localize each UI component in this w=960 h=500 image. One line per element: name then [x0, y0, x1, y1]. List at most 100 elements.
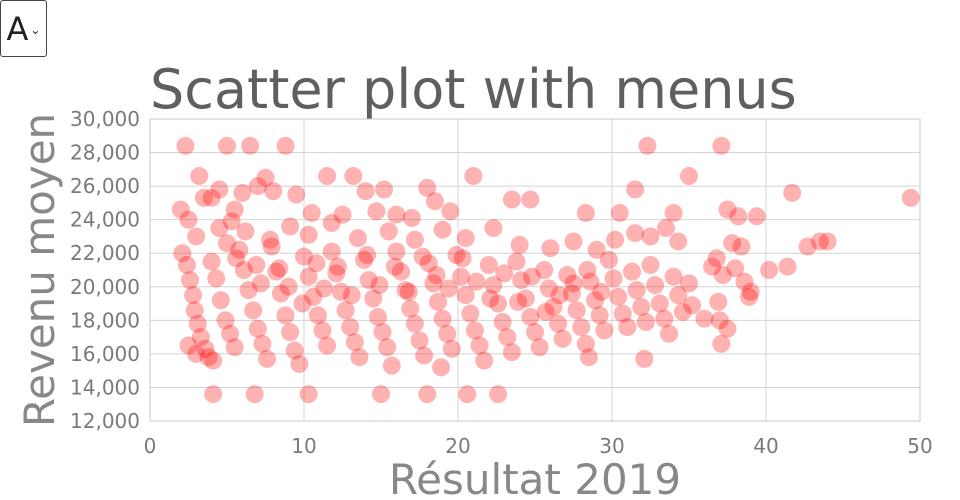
- data-point: [187, 344, 206, 363]
- data-point: [599, 250, 618, 269]
- data-point: [521, 190, 540, 209]
- data-point: [333, 205, 352, 224]
- x-tick-label: 10: [291, 434, 316, 458]
- data-point: [405, 314, 424, 333]
- data-point: [521, 307, 540, 326]
- y-axis-title: Revenu moyen: [15, 113, 64, 427]
- dropdown-menu[interactable]: A ⌄: [0, 0, 47, 57]
- data-point: [530, 338, 549, 357]
- data-point: [236, 222, 255, 241]
- data-point: [207, 269, 226, 288]
- data-point: [579, 348, 598, 367]
- data-point: [562, 284, 581, 303]
- data-point: [818, 232, 837, 251]
- data-point: [281, 217, 300, 236]
- data-point: [510, 235, 529, 254]
- data-point: [747, 207, 766, 226]
- data-point: [479, 255, 498, 274]
- data-point: [264, 182, 283, 201]
- data-point: [432, 358, 451, 377]
- data-point: [187, 227, 206, 246]
- data-point: [342, 286, 361, 305]
- data-point: [348, 229, 367, 248]
- data-point: [356, 182, 375, 201]
- data-point: [211, 291, 230, 310]
- data-point: [258, 349, 277, 368]
- data-point: [586, 291, 605, 310]
- data-point: [307, 254, 326, 273]
- data-point: [467, 272, 486, 291]
- data-point: [609, 287, 628, 306]
- data-point: [741, 282, 760, 301]
- data-point: [458, 385, 477, 404]
- data-point: [464, 167, 483, 186]
- x-tick-label: 0: [144, 434, 157, 458]
- data-point: [188, 314, 207, 333]
- data-point: [373, 323, 392, 342]
- data-point: [285, 341, 304, 360]
- data-point: [372, 385, 390, 404]
- data-point: [308, 306, 327, 325]
- x-tick-label: 40: [753, 434, 778, 458]
- data-point: [683, 296, 702, 315]
- data-point: [216, 311, 235, 330]
- data-point: [382, 356, 401, 375]
- data-point: [251, 274, 270, 293]
- data-point: [669, 232, 688, 251]
- data-point: [522, 267, 541, 286]
- data-point: [177, 255, 196, 274]
- data-point: [516, 289, 535, 308]
- data-point: [553, 329, 572, 348]
- data-point: [415, 346, 434, 365]
- data-point: [502, 190, 521, 209]
- data-point: [438, 324, 457, 343]
- data-point: [470, 336, 489, 355]
- data-point: [344, 167, 363, 186]
- x-axis-title: Résultat 2019: [389, 455, 681, 500]
- data-point: [664, 267, 683, 286]
- data-point: [456, 286, 475, 305]
- data-point: [567, 301, 586, 320]
- data-point: [502, 343, 521, 362]
- data-point: [659, 324, 678, 343]
- data-point: [336, 301, 355, 320]
- y-tick-label: 28,000: [70, 141, 140, 165]
- data-point: [281, 323, 300, 342]
- data-point: [424, 274, 443, 293]
- data-point: [713, 266, 732, 285]
- data-point: [279, 277, 298, 296]
- data-point: [673, 302, 692, 321]
- dropdown-selected-value: A: [6, 9, 29, 48]
- data-point: [433, 309, 452, 328]
- data-point: [299, 225, 318, 244]
- data-point: [627, 281, 646, 300]
- data-point: [218, 234, 236, 253]
- data-point: [245, 385, 264, 404]
- data-point: [636, 313, 655, 332]
- data-point: [199, 348, 218, 367]
- data-point: [632, 297, 651, 316]
- data-point: [341, 318, 360, 337]
- data-point: [318, 336, 337, 355]
- data-point: [191, 328, 210, 347]
- data-point: [204, 385, 223, 404]
- data-point: [587, 240, 606, 259]
- data-point: [541, 239, 560, 258]
- data-point: [418, 178, 437, 197]
- data-point: [732, 237, 751, 256]
- data-point: [481, 289, 500, 308]
- data-point: [327, 264, 346, 283]
- plot-area-border: [149, 118, 921, 422]
- data-point: [253, 334, 272, 353]
- data-point: [452, 267, 471, 286]
- data-point: [185, 301, 204, 320]
- data-point: [578, 261, 597, 279]
- data-point: [179, 336, 198, 355]
- data-point: [399, 282, 418, 301]
- data-point: [655, 309, 674, 328]
- x-axis-ticks: 0 10 20 30 40 50: [144, 434, 933, 458]
- data-point: [461, 304, 480, 323]
- y-tick-label: 26,000: [70, 174, 140, 198]
- data-point: [218, 136, 236, 155]
- data-point: [709, 292, 728, 311]
